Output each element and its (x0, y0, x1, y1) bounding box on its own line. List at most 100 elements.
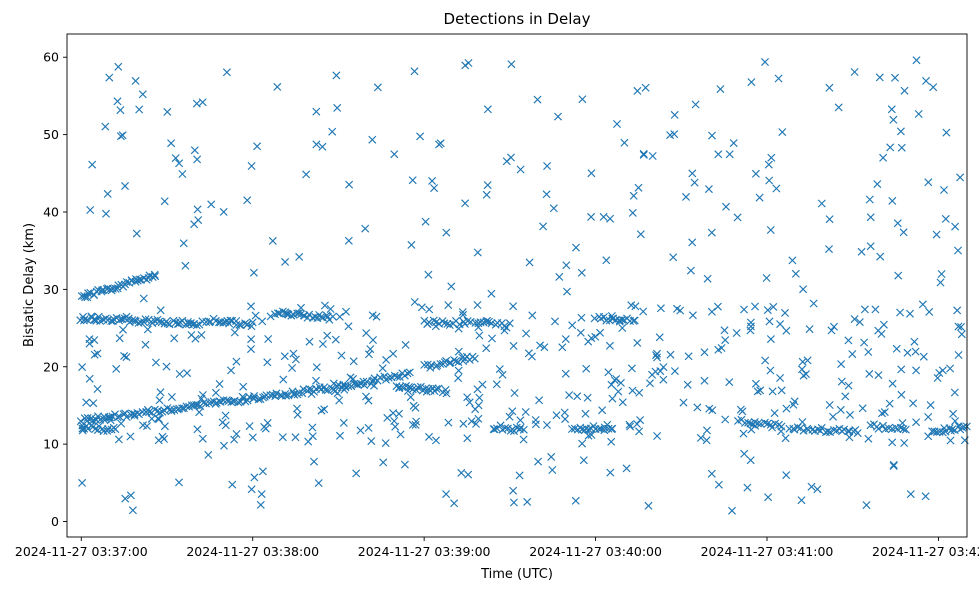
data-point-marker (198, 98, 207, 107)
data-point-marker (85, 374, 94, 383)
data-point-marker (633, 86, 642, 95)
data-point-marker (548, 465, 557, 475)
data-point-marker (522, 329, 531, 338)
data-point-marker (929, 83, 938, 92)
data-point-marker (281, 391, 291, 400)
data-point-marker (126, 432, 135, 441)
data-point-marker (946, 436, 955, 445)
data-point-marker (763, 306, 772, 315)
data-point-marker (356, 426, 365, 435)
data-point-marker (880, 408, 889, 417)
data-point-marker (534, 457, 543, 466)
data-point-marker (799, 285, 808, 294)
data-point-marker (565, 391, 574, 400)
data-point-marker (956, 173, 965, 182)
data-point-marker (431, 322, 440, 331)
data-point-marker (607, 311, 616, 321)
data-point-marker (887, 105, 896, 114)
data-point-marker (320, 301, 329, 310)
data-point-marker (482, 344, 491, 353)
data-point-marker (702, 436, 711, 445)
data-point-marker (436, 359, 445, 369)
data-point-marker (798, 357, 807, 366)
data-point-marker (853, 429, 862, 438)
data-point-marker (430, 184, 439, 193)
y-tick-label: 50 (43, 127, 59, 142)
data-point-marker (106, 413, 115, 422)
data-point-marker (268, 236, 277, 245)
data-point-marker (230, 328, 239, 337)
data-point-marker (381, 439, 390, 448)
data-point-marker (424, 384, 433, 393)
data-point-marker (751, 421, 760, 430)
x-tick-label: 2024-11-27 03:40:00 (529, 544, 662, 559)
data-point-marker (837, 360, 846, 369)
data-point-marker (605, 341, 614, 350)
data-point-marker (693, 403, 702, 412)
data-point-marker (774, 74, 783, 83)
data-point-marker (909, 399, 918, 408)
data-point-marker (888, 196, 897, 205)
data-point-marker (873, 180, 882, 189)
data-point-marker (823, 427, 832, 436)
data-point-marker (561, 369, 570, 378)
data-point-marker (131, 76, 140, 85)
data-point-marker (614, 387, 623, 396)
data-point-marker (519, 435, 528, 444)
data-point-marker (841, 392, 850, 401)
data-point-marker (340, 385, 349, 394)
data-point-marker (746, 456, 755, 465)
data-point-marker (764, 160, 773, 169)
chart-title: Detections in Delay (444, 10, 591, 28)
data-point-marker (461, 61, 470, 70)
data-point-marker (683, 380, 692, 389)
data-point-marker (78, 478, 87, 487)
data-point-marker (261, 424, 270, 433)
data-point-marker (782, 471, 791, 480)
data-point-marker (776, 320, 785, 329)
data-point-marker (866, 242, 875, 251)
data-point-marker (622, 464, 631, 473)
data-point-marker (302, 170, 311, 179)
data-point-marker (825, 400, 834, 410)
data-point-marker (120, 181, 130, 191)
data-point-marker (919, 352, 928, 361)
data-point-marker (335, 312, 344, 321)
data-point-marker (778, 128, 787, 137)
data-point-marker (390, 150, 399, 159)
data-point-marker (884, 424, 893, 433)
data-point-marker (652, 349, 662, 358)
data-point-marker (360, 381, 369, 390)
data-point-marker (607, 380, 616, 389)
data-point-marker (183, 369, 192, 378)
data-point-marker (949, 409, 958, 418)
data-point-marker (474, 414, 483, 423)
data-point-marker (901, 425, 910, 434)
data-point-marker (655, 333, 664, 342)
data-point-marker (703, 274, 712, 283)
data-point-marker (651, 367, 660, 376)
data-point-marker (328, 312, 337, 321)
data-point-marker (807, 482, 816, 491)
data-point-marker (798, 417, 807, 427)
data-point-marker (607, 437, 616, 446)
data-point-marker (914, 109, 923, 119)
data-point-marker (809, 299, 818, 308)
data-point-marker (211, 388, 220, 397)
data-point-marker (246, 345, 256, 354)
data-point-marker (890, 73, 900, 82)
data-point-marker (163, 319, 172, 328)
data-point-marker (175, 369, 184, 379)
data-point-marker (635, 427, 644, 436)
data-point-marker (423, 319, 432, 328)
data-point-marker (653, 431, 662, 441)
data-point-marker (193, 400, 202, 410)
data-point-marker (604, 368, 613, 377)
data-point-marker (232, 429, 241, 439)
data-point-marker (612, 119, 622, 129)
data-point-marker (160, 197, 169, 206)
data-point-marker (707, 228, 716, 237)
data-point-marker (295, 388, 304, 397)
data-point-marker (332, 71, 341, 80)
data-point-marker (729, 139, 738, 148)
